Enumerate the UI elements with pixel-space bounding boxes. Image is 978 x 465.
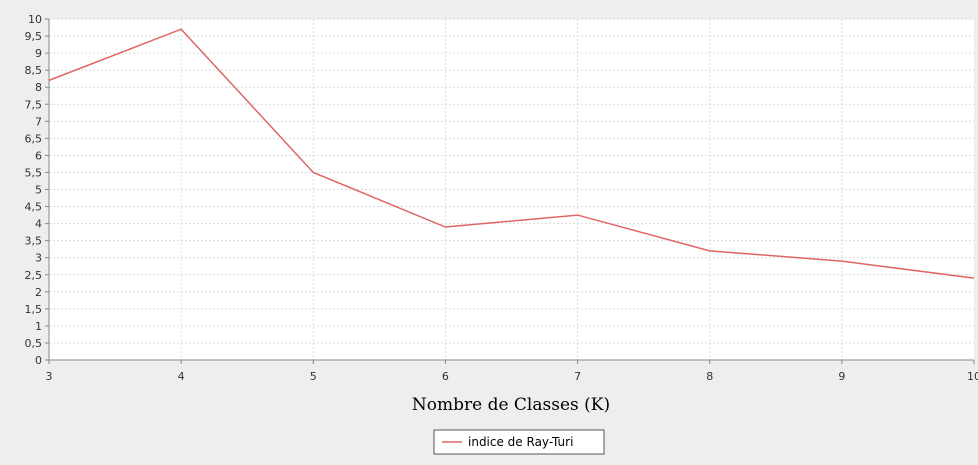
data-point — [840, 260, 843, 263]
x-tick-label: 9 — [838, 370, 845, 383]
legend-box — [433, 429, 605, 455]
y-tick-label: 8,5 — [25, 64, 43, 77]
y-tick-label: 9 — [35, 47, 42, 60]
axes — [45, 18, 975, 364]
y-tick-label: 5 — [35, 184, 42, 197]
legend: indice de Ray-Turi — [433, 429, 605, 455]
series-lines — [48, 28, 976, 280]
y-tick-label: 7,5 — [25, 98, 43, 111]
series-line-ray-turi — [48, 28, 975, 279]
legend-label-ray-turi: indice de Ray-Turi — [468, 435, 573, 449]
y-tick-label: 10 — [28, 13, 42, 26]
y-tick-label: 2 — [35, 286, 42, 299]
y-tick-label: 5,5 — [25, 166, 43, 179]
data-point — [48, 79, 51, 82]
data-point — [576, 214, 579, 217]
y-tick-label: 8 — [35, 81, 42, 94]
x-tick-label: 7 — [574, 370, 581, 383]
data-point — [708, 249, 711, 252]
data-point — [312, 171, 315, 174]
data-point — [180, 28, 183, 31]
y-tick-label: 1 — [35, 320, 42, 333]
data-point — [973, 277, 976, 280]
y-tick-label: 4 — [35, 218, 42, 231]
data-point — [444, 226, 447, 229]
y-tick-label: 3 — [35, 252, 42, 265]
y-tick-label: 0 — [35, 354, 42, 367]
x-tick-label: 8 — [706, 370, 713, 383]
y-tick-label: 4,5 — [25, 201, 43, 214]
y-tick-label: 7 — [35, 115, 42, 128]
x-tick-labels: 3 4 5 6 7 8 9 10 — [46, 370, 978, 383]
grid-lines — [49, 18, 974, 360]
x-tick-label: 5 — [310, 370, 317, 383]
x-axis-title: Nombre de Classes (K) — [412, 395, 610, 415]
y-tick-label: 2,5 — [25, 269, 43, 282]
y-tick-label: 3,5 — [25, 235, 43, 248]
y-tick-label: 6,5 — [25, 132, 43, 145]
x-tick-label: 3 — [46, 370, 53, 383]
x-tick-label: 10 — [967, 370, 978, 383]
x-tick-label: 4 — [178, 370, 185, 383]
y-tick-label: 9,5 — [25, 30, 43, 43]
x-tick-label: 6 — [442, 370, 449, 383]
y-tick-label: 1,5 — [25, 303, 43, 316]
y-tick-labels: 0 0,5 1 1,5 2 2,5 3 3,5 4 4,5 5 5,5 6 6,5 7 7,5 8 8,5 9 9,5… — [25, 13, 43, 367]
y-tick-label: 0,5 — [25, 337, 43, 350]
y-tick-label: 6 — [35, 149, 42, 162]
plot-area — [49, 19, 974, 360]
